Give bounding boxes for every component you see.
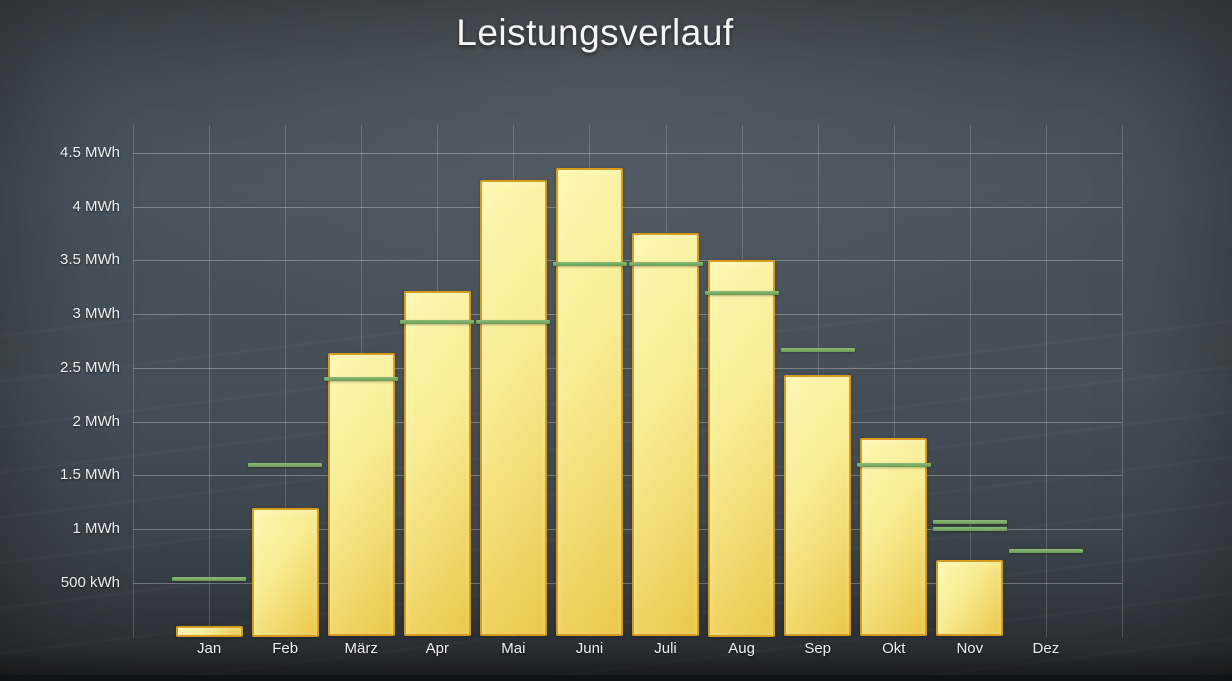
bar xyxy=(860,437,928,637)
x-axis-label: Jan xyxy=(197,640,222,657)
marker-line xyxy=(248,462,323,467)
bar xyxy=(632,233,699,637)
y-axis-label: 4 MWh xyxy=(72,197,120,215)
v-gridline xyxy=(1122,125,1123,637)
x-axis-label: Apr xyxy=(425,640,449,657)
x-axis-label: Juni xyxy=(575,640,604,657)
x-axis-label: Okt xyxy=(882,640,906,657)
v-gridline xyxy=(969,125,971,637)
h-gridline xyxy=(133,421,1122,423)
bar xyxy=(175,625,243,637)
h-gridline xyxy=(133,582,1122,584)
bar xyxy=(251,507,319,637)
h-gridline xyxy=(133,475,1122,477)
marker-line xyxy=(932,519,1007,524)
v-gridline xyxy=(1045,125,1047,637)
bottom-edge-strip xyxy=(0,675,1232,681)
y-axis-label: 3.5 MWh xyxy=(59,251,120,269)
marker-line xyxy=(856,462,931,467)
x-axis-label: Sep xyxy=(804,640,832,657)
bar xyxy=(479,179,547,637)
marker-line xyxy=(476,319,551,324)
h-gridline xyxy=(133,529,1122,530)
y-axis-label: 2 MWh xyxy=(72,412,120,430)
bar xyxy=(403,291,471,637)
marker-line xyxy=(172,576,247,581)
x-axis-label: Aug xyxy=(728,640,755,657)
x-axis-label: März xyxy=(344,640,378,657)
y-axis-label: 4.5 MWh xyxy=(59,143,120,161)
bar xyxy=(784,375,852,637)
bar xyxy=(327,352,395,637)
y-axis-label: 2.5 MWh xyxy=(59,358,120,376)
h-gridline xyxy=(133,260,1122,262)
v-gridline xyxy=(133,125,134,637)
v-gridline xyxy=(893,125,895,637)
y-axis-label: 500 kWh xyxy=(60,573,120,591)
bar xyxy=(708,260,776,637)
x-axis-label: Dez xyxy=(1032,640,1060,657)
h-gridline xyxy=(133,152,1122,154)
v-gridline xyxy=(209,125,211,637)
chart-title: Leistungsverlauf xyxy=(456,12,734,53)
y-axis-label: 3 MWh xyxy=(72,305,120,322)
h-gridline xyxy=(133,206,1122,208)
marker-line xyxy=(1008,548,1083,553)
marker-line xyxy=(400,319,475,324)
v-gridline xyxy=(285,125,287,637)
marker-line xyxy=(324,376,399,381)
marker-line xyxy=(932,527,1007,531)
x-axis-label: Feb xyxy=(272,640,299,657)
y-axis-label: 1.5 MWh xyxy=(59,466,120,484)
marker-line xyxy=(780,347,855,352)
marker-line xyxy=(704,290,779,295)
h-gridline xyxy=(133,314,1122,315)
h-gridline xyxy=(133,367,1122,369)
bar xyxy=(936,560,1004,637)
x-axis-label: Mai xyxy=(501,640,526,657)
x-axis-label: Juli xyxy=(654,640,677,657)
x-axis-label: Nov xyxy=(956,640,984,657)
y-axis-label: 1 MWh xyxy=(72,520,120,537)
bar xyxy=(556,167,623,637)
marker-line xyxy=(628,261,703,266)
marker-line xyxy=(552,261,627,266)
